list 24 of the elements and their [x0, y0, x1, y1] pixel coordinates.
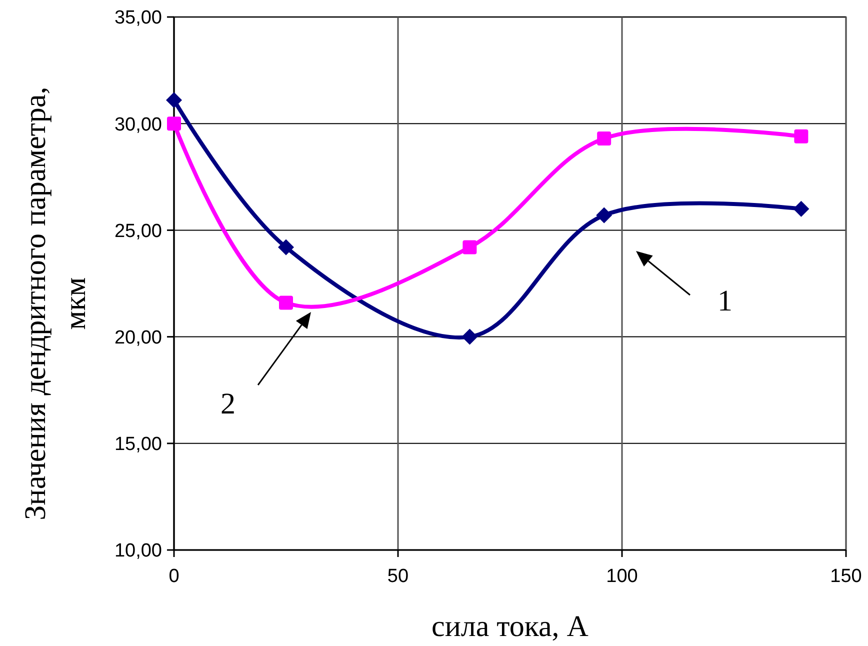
point [793, 200, 810, 217]
y-tick-label: 20,00 [114, 327, 162, 348]
y-tick-label: 35,00 [114, 8, 162, 29]
y-tick-label: 25,00 [114, 220, 162, 242]
x-tick-label: 50 [387, 566, 409, 587]
annotation: 1 [718, 284, 732, 318]
point [794, 129, 808, 144]
point [597, 132, 612, 146]
point [462, 328, 478, 345]
point [596, 207, 612, 224]
point [462, 240, 477, 254]
y-tick-label: 30,00 [114, 114, 162, 136]
y-tick-label: 15,00 [114, 434, 162, 456]
point [166, 92, 182, 108]
point [278, 239, 294, 256]
x-axis-title: сила тока, А [432, 610, 589, 643]
annotation: 2 [220, 388, 236, 420]
y-tick-label: 10,00 [114, 540, 162, 562]
point [279, 296, 293, 310]
x-tick-label: 0 [168, 566, 180, 587]
y-axis-title: Значения дендритного параметра, мкм [19, 86, 92, 520]
x-tick-label: 150 [830, 566, 862, 587]
point [167, 116, 181, 131]
x-tick-label: 100 [606, 566, 638, 587]
